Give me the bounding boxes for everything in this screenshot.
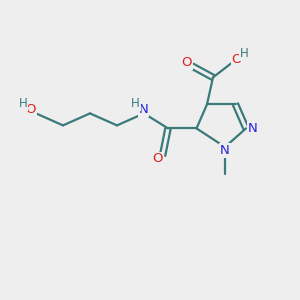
Text: O: O: [152, 152, 163, 166]
Text: N: N: [220, 144, 230, 158]
Text: H: H: [131, 97, 140, 110]
Text: H: H: [240, 47, 249, 60]
Text: N: N: [248, 122, 257, 135]
Text: H: H: [18, 97, 27, 110]
Text: O: O: [25, 103, 36, 116]
Text: O: O: [232, 53, 242, 66]
Text: N: N: [139, 103, 148, 116]
Text: O: O: [181, 56, 192, 70]
